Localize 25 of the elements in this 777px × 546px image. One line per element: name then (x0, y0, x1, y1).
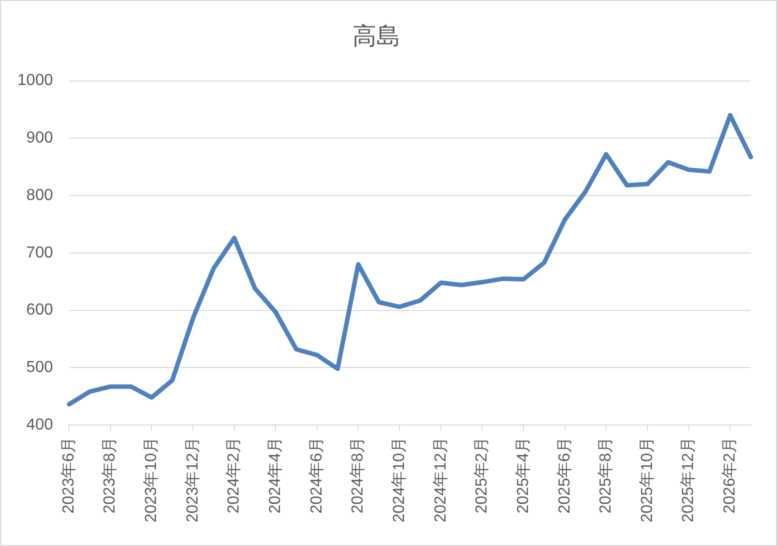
x-tick-label: 2025年6月 (556, 437, 574, 514)
x-tick-label: 2025年10月 (638, 437, 656, 522)
x-tick-label: 2025年2月 (474, 437, 491, 514)
y-tick-label: 500 (26, 359, 54, 376)
x-tick-label: 2024年6月 (308, 437, 326, 514)
x-tick-label: 2025年4月 (514, 437, 532, 514)
x-tick-label: 2024年2月 (226, 437, 243, 514)
x-tick-label: 2023年8月 (102, 437, 119, 514)
y-tick-label: 600 (26, 302, 54, 319)
x-tick-label: 2025年8月 (598, 437, 615, 514)
x-tick-label: 2024年8月 (350, 437, 367, 514)
x-tick-label: 2024年4月 (267, 437, 284, 514)
y-tick-label: 1000 (17, 72, 54, 90)
x-tick-label: 2023年12月 (184, 437, 202, 522)
x-tick-label: 2023年6月 (60, 437, 78, 514)
chart-title: 高島 (352, 23, 400, 50)
y-tick-label: 900 (26, 130, 54, 147)
y-tick-label: 400 (26, 416, 54, 434)
y-tick-label: 800 (26, 186, 54, 204)
x-tick-label: 2024年12月 (432, 437, 450, 522)
x-tick-label: 2025年12月 (680, 437, 698, 522)
x-tick-label: 2026年2月 (722, 437, 739, 514)
y-tick-label: 700 (26, 244, 54, 262)
x-tick-label: 2023年10月 (143, 437, 160, 522)
x-tick-label: 2024年10月 (390, 437, 408, 522)
